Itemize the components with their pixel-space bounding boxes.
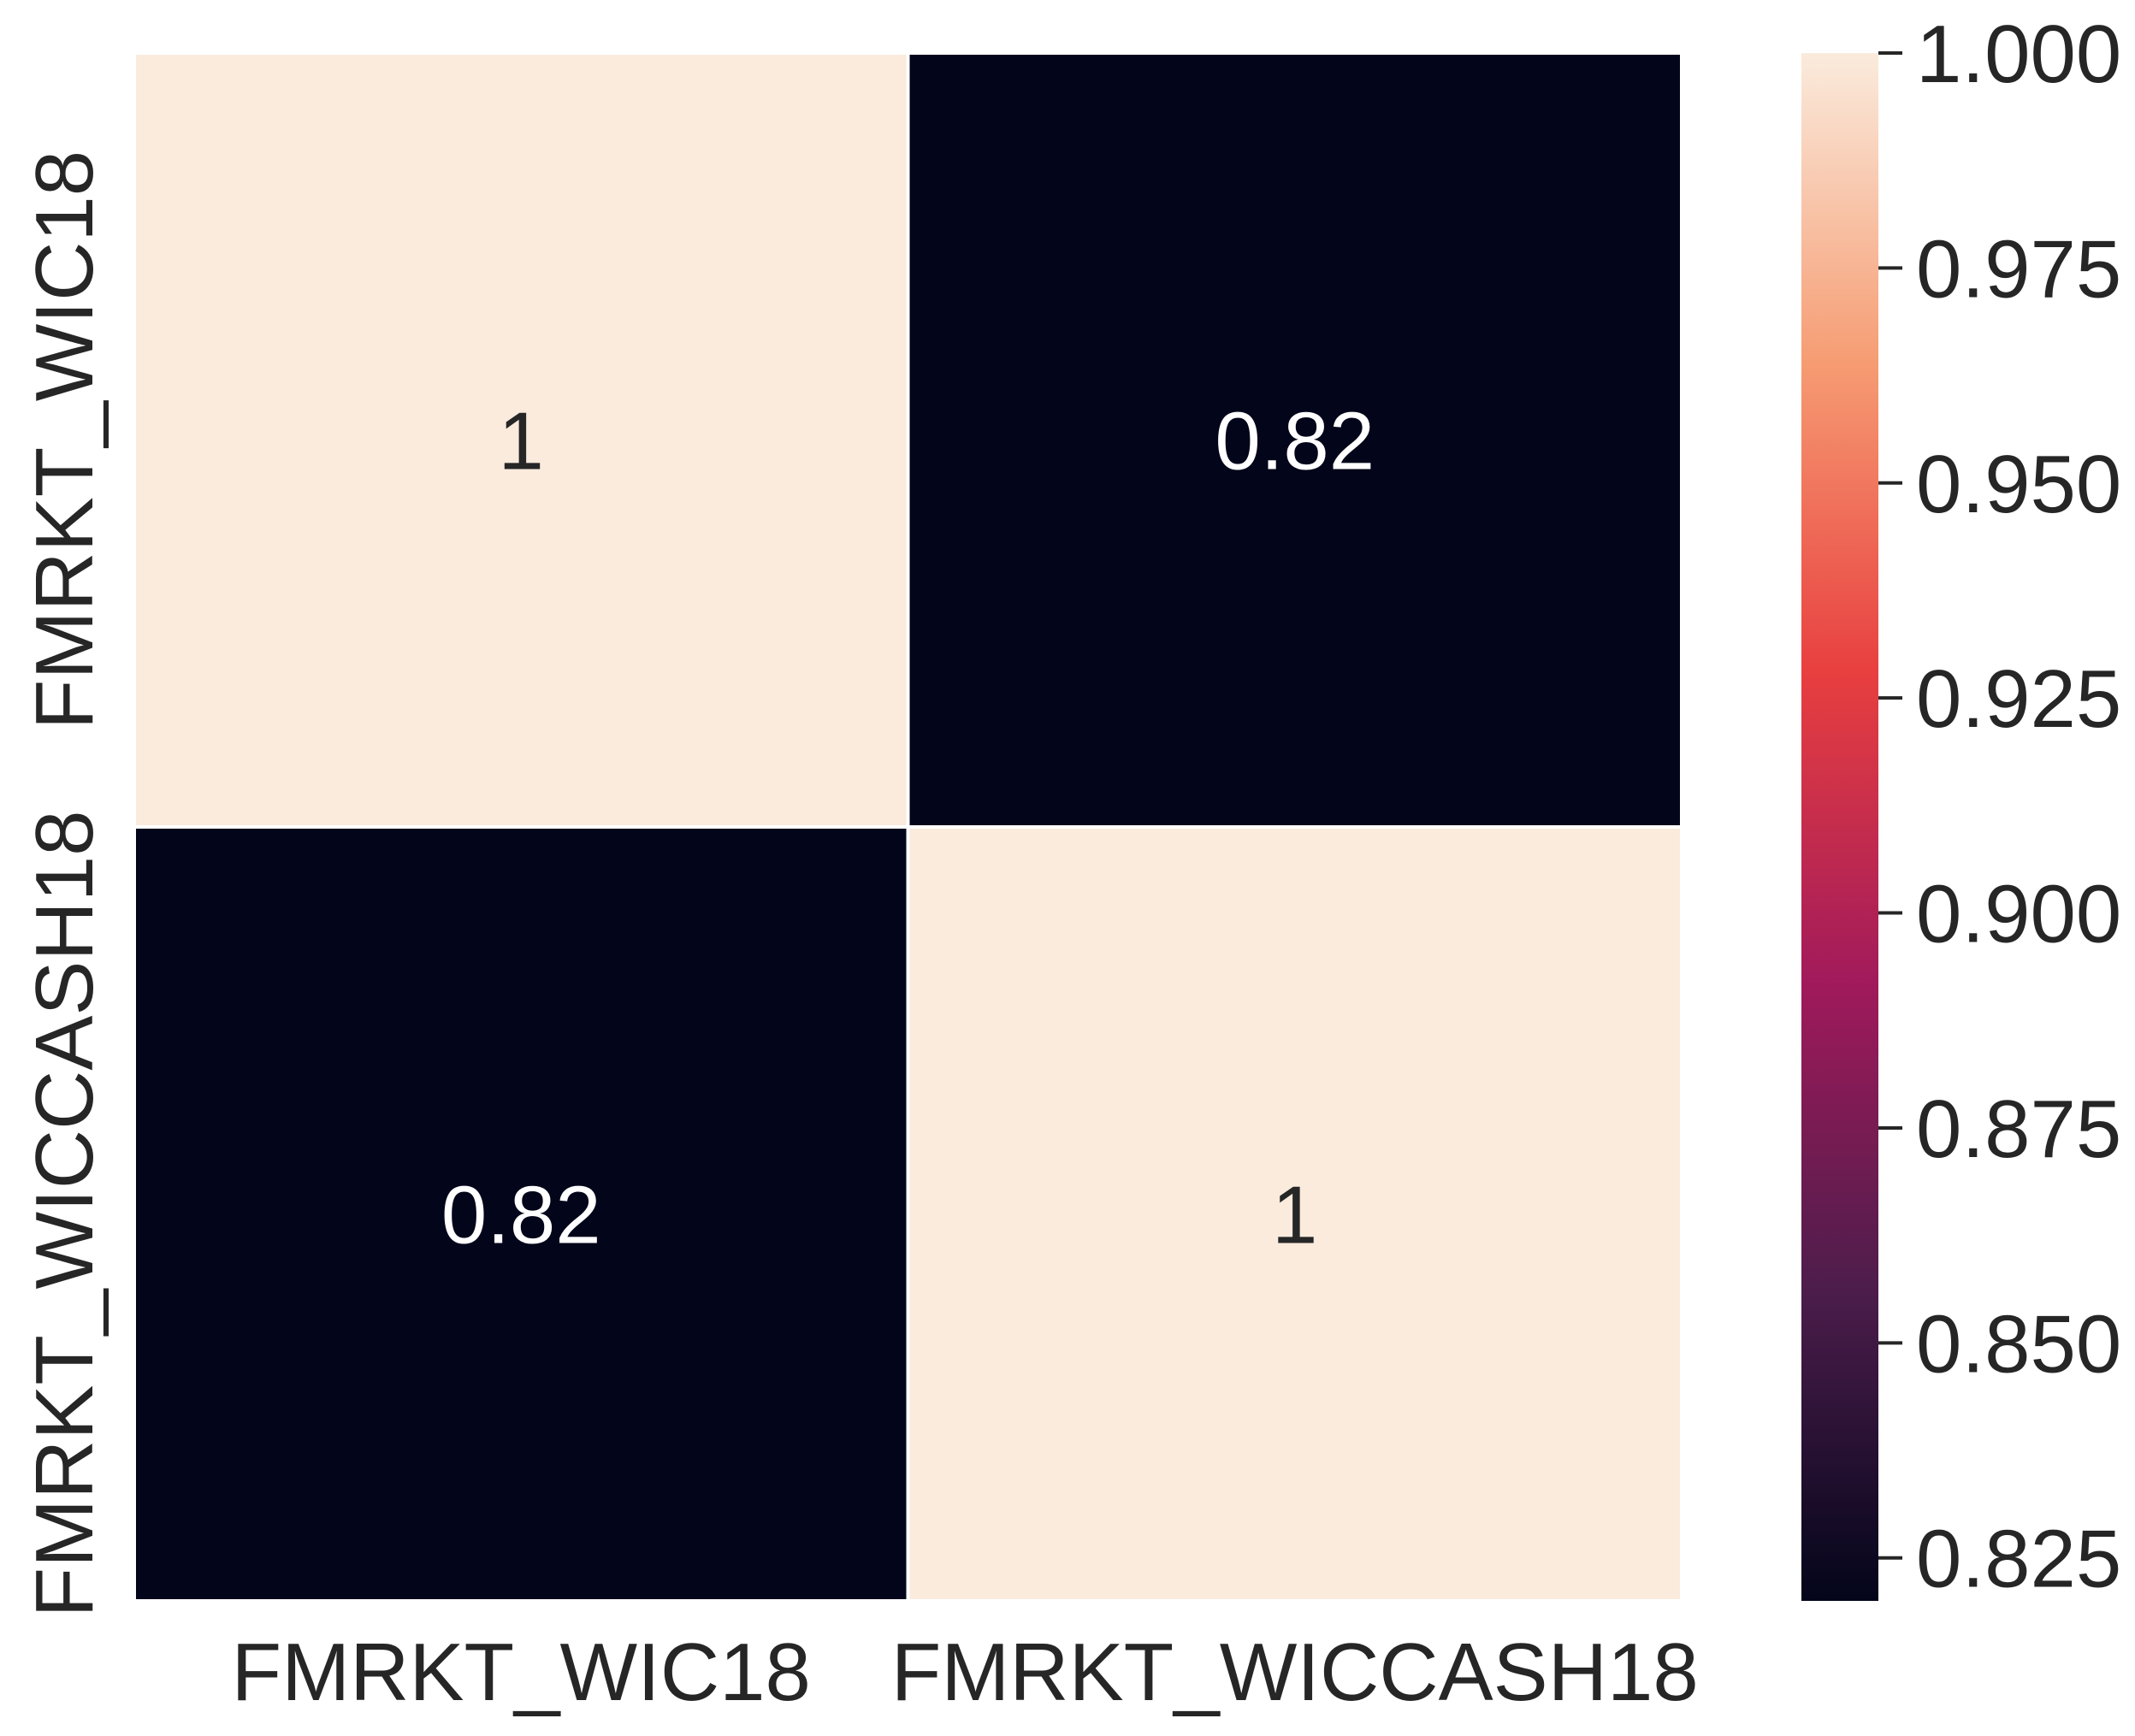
colorbar-tick-label-7: 1.000 xyxy=(1916,9,2121,100)
y-tick-label-1: FMRKT_WICCASH18 xyxy=(19,810,110,1617)
x-tick-label-0: FMRKT_WIC18 xyxy=(232,1627,811,1718)
x-axis-tick-labels: FMRKT_WIC18 FMRKT_WICCASH18 xyxy=(232,1627,1699,1718)
colorbar-tick-label-0: 0.825 xyxy=(1916,1514,2121,1605)
y-axis-tick-labels: FMRKT_WIC18 FMRKT_WICCASH18 xyxy=(19,151,110,1618)
colorbar-ticks: 0.825 0.850 0.875 0.900 0.925 0.950 0.975 1.000 xyxy=(1878,9,2121,1605)
cell-annotation-r1-c1: 1 xyxy=(1272,1170,1317,1261)
cell-annotation-r0-c0: 1 xyxy=(499,396,544,487)
colorbar: 0.825 0.850 0.875 0.900 0.925 0.950 0.975 1.000 xyxy=(1801,9,2121,1605)
colorbar-tick-label-3: 0.900 xyxy=(1916,869,2121,960)
colorbar-tick-label-4: 0.925 xyxy=(1916,653,2121,745)
colorbar-tick-label-2: 0.875 xyxy=(1916,1084,2121,1175)
heatmap-cell-r0-c0 xyxy=(133,51,910,829)
heatmap-cells xyxy=(133,51,1683,1603)
cell-annotation-r0-c1: 0.82 xyxy=(1215,396,1375,487)
heatmap-cell-r0-c1 xyxy=(906,51,1683,829)
colorbar-gradient xyxy=(1801,53,1878,1601)
colorbar-tick-label-1: 0.850 xyxy=(1916,1298,2121,1390)
colorbar-tick-label-5: 0.950 xyxy=(1916,439,2121,530)
cell-annotations: 1 0.82 0.82 1 xyxy=(441,396,1375,1261)
y-tick-label-0: FMRKT_WIC18 xyxy=(19,151,110,729)
heatmap-cell-r1-c1 xyxy=(906,825,1683,1603)
heatmap-cell-r1-c0 xyxy=(133,825,910,1603)
cell-annotation-r1-c0: 0.82 xyxy=(441,1170,601,1261)
x-tick-label-1: FMRKT_WICCASH18 xyxy=(891,1627,1699,1718)
colorbar-tick-label-6: 0.975 xyxy=(1916,223,2121,315)
